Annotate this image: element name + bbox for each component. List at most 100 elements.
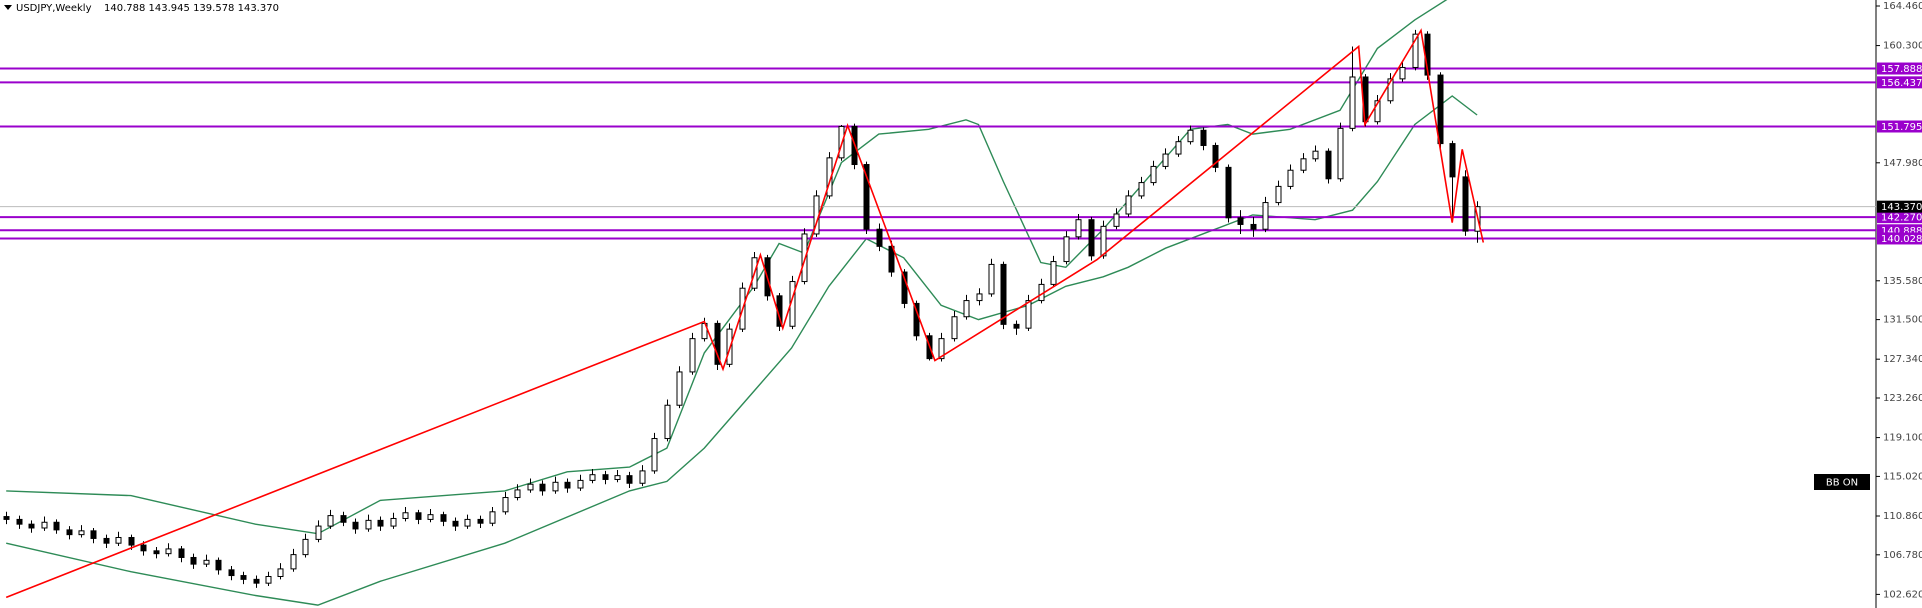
indicator-label: BB ON bbox=[1826, 478, 1858, 489]
y-tick-label: 127.340 bbox=[1883, 354, 1922, 365]
level-label: 140.028 bbox=[1881, 234, 1922, 245]
candle-body bbox=[1113, 213, 1120, 227]
candle-body bbox=[552, 481, 559, 492]
candle-body bbox=[1100, 225, 1107, 257]
candle-body bbox=[66, 529, 73, 536]
menu-arrow[interactable] bbox=[4, 5, 12, 10]
candle-body bbox=[1212, 144, 1219, 168]
candle-body bbox=[452, 520, 459, 527]
candle-body bbox=[626, 475, 633, 484]
candle-body bbox=[1275, 185, 1282, 204]
candle-body bbox=[1387, 78, 1394, 102]
y-tick-label: 110.860 bbox=[1883, 511, 1922, 522]
candle-body bbox=[614, 475, 621, 480]
indicator-box bbox=[1814, 474, 1870, 490]
candle-body bbox=[527, 483, 534, 491]
candle-body bbox=[165, 548, 172, 555]
y-tick-label: 119.100 bbox=[1883, 433, 1922, 444]
candle-body bbox=[178, 548, 185, 558]
y-tick-label: 131.500 bbox=[1883, 315, 1922, 326]
candle-body bbox=[1449, 143, 1456, 178]
bollinger-band bbox=[6, 95, 1478, 606]
candle-body bbox=[41, 521, 48, 529]
level-label: 140.888 bbox=[1881, 226, 1922, 237]
candle-body bbox=[1250, 223, 1257, 230]
candle-body bbox=[115, 536, 122, 544]
candle-body bbox=[402, 512, 409, 519]
candle-body bbox=[1349, 76, 1356, 129]
candle-body bbox=[153, 550, 160, 555]
candle-body bbox=[390, 517, 397, 527]
current-price-label-box bbox=[1877, 200, 1922, 213]
candle-body bbox=[16, 518, 23, 525]
candle-body bbox=[876, 228, 883, 247]
level-label-box bbox=[1877, 76, 1922, 89]
candle-body bbox=[564, 481, 571, 489]
candle-body bbox=[1025, 300, 1032, 329]
candle-body bbox=[1225, 166, 1232, 219]
candle-body bbox=[489, 511, 496, 524]
candle-body bbox=[514, 489, 521, 499]
level-label: 156.437 bbox=[1881, 78, 1922, 89]
y-tick-label: 115.020 bbox=[1883, 471, 1922, 482]
candle-body bbox=[1138, 182, 1145, 197]
header-values: 140.788 143.945 139.578 143.370 bbox=[104, 3, 279, 14]
candle-body bbox=[589, 474, 596, 481]
candle-body bbox=[128, 536, 135, 546]
candle-body bbox=[1050, 261, 1057, 285]
candle-body bbox=[602, 474, 609, 480]
candle-body bbox=[1287, 169, 1294, 187]
candle-body bbox=[664, 404, 671, 440]
level-label-box bbox=[1877, 120, 1922, 133]
y-tick-label: 135.580 bbox=[1883, 276, 1922, 287]
candle-body bbox=[539, 483, 546, 492]
candle-body bbox=[1374, 100, 1381, 123]
level-label: 142.270 bbox=[1881, 213, 1922, 224]
candle-body bbox=[1187, 129, 1194, 143]
candle-body bbox=[577, 479, 584, 489]
candle-body bbox=[1088, 219, 1095, 257]
candle-body bbox=[302, 538, 309, 556]
candle-body bbox=[290, 554, 297, 570]
candle-body bbox=[1462, 176, 1469, 232]
candle-body bbox=[90, 530, 97, 539]
zigzag-line bbox=[5, 28, 1485, 599]
candle-body bbox=[888, 245, 895, 273]
chart-title: USDJPY,Weekly bbox=[16, 3, 92, 14]
candle-body bbox=[714, 322, 721, 365]
candle-body bbox=[1262, 202, 1269, 230]
candle-body bbox=[1150, 165, 1157, 184]
candle-body bbox=[976, 293, 983, 302]
candle-body bbox=[1013, 323, 1020, 329]
candle-body bbox=[53, 521, 60, 531]
candle-body bbox=[315, 525, 322, 540]
candle-body bbox=[1175, 141, 1182, 155]
current-price-label: 143.370 bbox=[1881, 202, 1922, 213]
candle-body bbox=[140, 544, 147, 552]
candle-body bbox=[440, 514, 447, 522]
candle-body bbox=[277, 568, 284, 578]
candle-body bbox=[253, 578, 260, 584]
candle-body bbox=[1437, 74, 1444, 145]
candle-body bbox=[639, 470, 646, 484]
candle-body bbox=[1399, 66, 1406, 80]
level-label-box bbox=[1877, 232, 1922, 245]
candle-body bbox=[502, 497, 509, 513]
candle-body bbox=[203, 559, 210, 565]
candle-body bbox=[464, 518, 471, 527]
candle-body bbox=[651, 438, 658, 472]
candle-body bbox=[28, 523, 35, 529]
candle-body bbox=[1200, 129, 1207, 146]
candle-body bbox=[352, 521, 359, 530]
candle-body bbox=[377, 519, 384, 527]
level-label-box bbox=[1877, 62, 1922, 75]
candle-body bbox=[1300, 158, 1307, 171]
candle-body bbox=[1312, 150, 1319, 160]
y-tick-label: 164.460 bbox=[1883, 1, 1922, 12]
candle-body bbox=[1075, 219, 1082, 238]
candle-body bbox=[863, 164, 870, 230]
candle-body bbox=[938, 338, 945, 360]
candle-body bbox=[365, 519, 372, 530]
candle-body bbox=[689, 338, 696, 373]
